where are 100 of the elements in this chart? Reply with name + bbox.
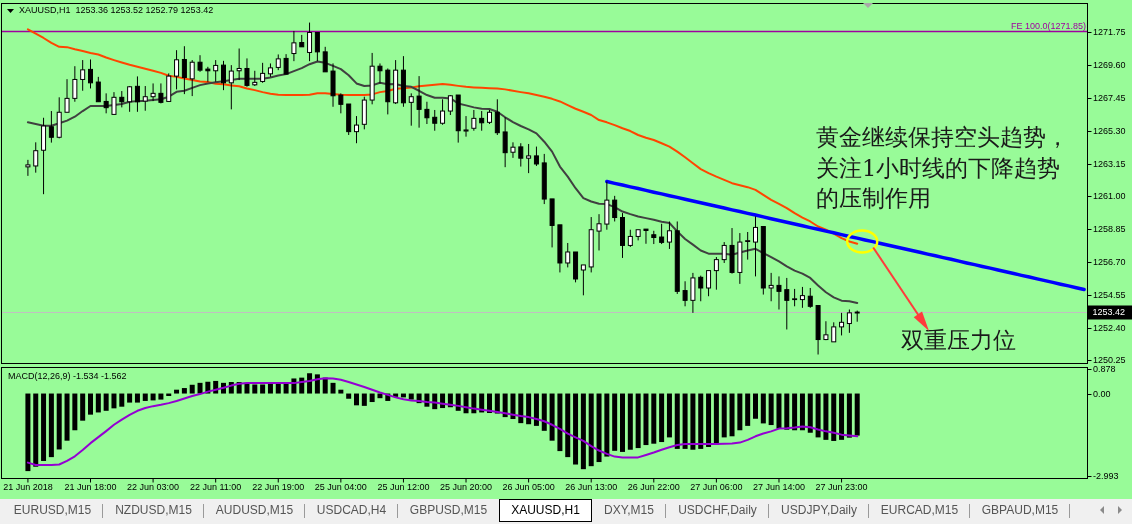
candlestick: [807, 287, 813, 309]
bar: [831, 393, 837, 441]
y-tick-label: 1265.30: [1093, 125, 1126, 136]
bar: [314, 374, 320, 394]
bar: [33, 393, 39, 467]
candlestick: [831, 321, 837, 343]
bar: [119, 393, 125, 407]
y-tick-label: 1267.45: [1093, 92, 1126, 103]
text: AUDUSD,M15: [215, 503, 294, 518]
candlestick: [682, 280, 688, 307]
candlestick: [95, 76, 101, 103]
candlestick: [377, 62, 383, 84]
candlestick: [283, 53, 289, 75]
line-series: [605, 179, 1086, 292]
y-tick-label: 0.00: [1093, 388, 1111, 399]
bar: [760, 393, 766, 424]
candlestick: [354, 115, 359, 144]
bar: [612, 393, 618, 451]
candlestick: [221, 60, 226, 91]
bar: [604, 393, 610, 457]
y-tick-label: 1269.60: [1093, 59, 1126, 70]
bar: [753, 393, 758, 419]
candlestick: [205, 66, 211, 83]
annotation: 双重压力位: [901, 326, 1016, 353]
bar: [784, 393, 790, 430]
bar: [549, 393, 555, 441]
bar: [776, 393, 782, 429]
bar: [322, 377, 328, 394]
candlestick: [127, 85, 133, 113]
bar: [111, 393, 117, 409]
bar: [854, 393, 860, 436]
candlestick: [753, 215, 758, 277]
candlestick: [88, 58, 93, 89]
candlestick: [471, 109, 477, 132]
bar: [713, 393, 719, 445]
bar: [189, 384, 195, 394]
bar: [823, 393, 829, 440]
x-tick-label: 21 Jun 18:00: [64, 481, 117, 492]
bar: [815, 393, 821, 438]
bar: [510, 393, 516, 420]
bar: [533, 393, 539, 426]
text: XAUUSD,H1: [511, 503, 581, 518]
bar: [330, 382, 336, 394]
candlestick: [408, 92, 414, 127]
bar: [64, 393, 70, 441]
y-tick-label: 1250.25: [1093, 354, 1126, 365]
text: GBPUSD,M15: [409, 503, 488, 518]
bar: [745, 393, 751, 426]
y-tick-label: 1261.00: [1093, 190, 1126, 201]
text: DXY,M15: [604, 503, 655, 518]
bar: [56, 393, 62, 450]
candlestick: [33, 141, 39, 174]
bar: [846, 393, 852, 438]
candlestick: [142, 85, 148, 112]
x-tick-label: 27 Jun 14:00: [752, 481, 805, 492]
candlestick: [111, 91, 117, 115]
bar: [588, 393, 594, 467]
candlestick: [690, 272, 696, 314]
chart-title: XAUUSD,H1 1253.36 1253.52 1252.79 1253.42: [19, 5, 214, 16]
candlestick: [440, 98, 446, 126]
x-tick-label: 22 Jun 03:00: [127, 481, 180, 492]
bar: [127, 393, 133, 403]
candlestick: [643, 228, 649, 245]
candlestick: [666, 220, 672, 250]
bar: [651, 393, 657, 444]
candlestick: [72, 65, 78, 103]
candlestick: [134, 75, 140, 113]
x-tick-label: 25 Jun 20:00: [440, 481, 493, 492]
candlestick: [839, 312, 845, 336]
bar: [275, 382, 281, 394]
bar: [565, 393, 571, 458]
candlestick: [64, 78, 70, 113]
bar: [369, 393, 375, 403]
y-tick-label: 1252.40: [1093, 322, 1126, 333]
bar: [721, 393, 727, 438]
bar: [41, 393, 47, 461]
candlestick: [799, 286, 805, 309]
candlestick: [322, 46, 328, 73]
bar: [80, 393, 86, 421]
text: USDCAD,H4: [316, 503, 387, 518]
bar: [666, 393, 672, 438]
bar: [627, 393, 633, 450]
bar: [252, 384, 258, 394]
bar: [635, 393, 641, 449]
bar: [134, 393, 140, 403]
candlestick: [25, 159, 31, 177]
bar: [181, 388, 187, 394]
bar: [346, 393, 352, 399]
candlestick: [307, 22, 313, 62]
ref-line-label: FE 100.0(1271.85): [1010, 20, 1086, 31]
candlestick: [604, 181, 610, 231]
candlestick: [181, 45, 187, 95]
bar: [620, 393, 625, 452]
x-tick-label: 26 Jun 13:00: [565, 481, 618, 492]
candlestick: [784, 277, 790, 330]
candlestick: [314, 31, 320, 62]
y-tick-label: 1271.75: [1093, 26, 1126, 37]
candlestick: [533, 146, 539, 167]
text: USDJPY,Daily: [781, 503, 857, 518]
bar: [580, 393, 586, 470]
